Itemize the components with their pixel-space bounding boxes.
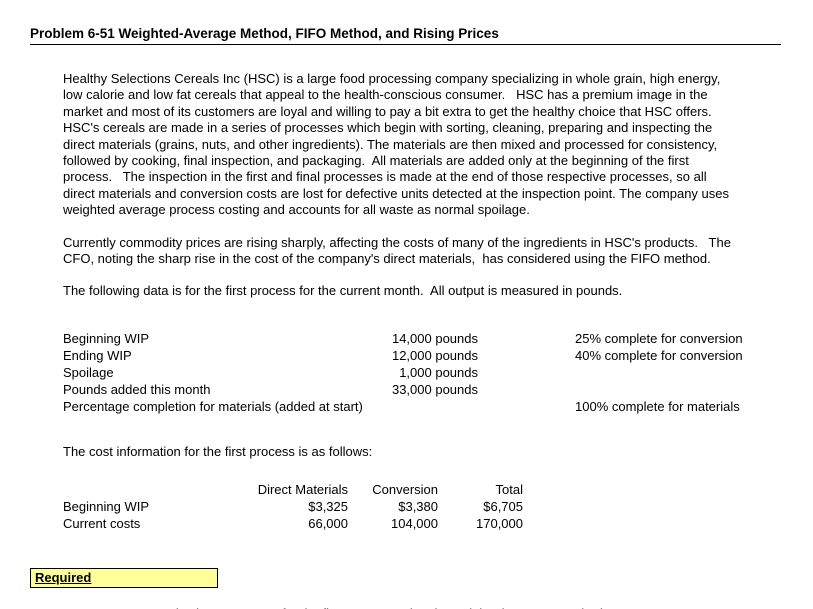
- header-spacer: [63, 481, 253, 498]
- cell-conversion: $3,380: [398, 499, 438, 515]
- commodity-paragraph: Currently commodity prices are rising sh…: [63, 234, 735, 267]
- required-box: Required: [30, 568, 218, 589]
- row-pounds: [358, 398, 478, 415]
- column-header-direct-materials: Direct Materials: [257, 482, 348, 498]
- table-row: Beginning WIP 14,000 pounds 25% complete…: [63, 330, 743, 347]
- production-data-table: Beginning WIP 14,000 pounds 25% complete…: [63, 330, 743, 415]
- row-pounds: 12,000 pounds: [391, 347, 478, 363]
- row-label: Spoilage: [63, 364, 114, 380]
- table-row: Current costs 66,000 104,000 170,000: [63, 515, 741, 532]
- row-label: Beginning WIP: [63, 499, 149, 515]
- column-header-total: Total: [495, 482, 523, 498]
- list-item: 1. Prepare a production cost report for …: [63, 605, 781, 609]
- row-pounds: 33,000 pounds: [391, 381, 478, 397]
- table-row: Ending WIP 12,000 pounds 40% complete fo…: [63, 347, 743, 364]
- row-pounds: 1,000 pounds: [399, 364, 478, 380]
- table-row: Beginning WIP $3,325 $3,380 $6,705: [63, 498, 741, 515]
- cell-conversion: 104,000: [391, 516, 438, 532]
- cost-intro: The cost information for the first proce…: [63, 443, 373, 459]
- row-pounds: 14,000 pounds: [391, 330, 478, 346]
- table-row: Percentage completion for materials (add…: [63, 398, 741, 415]
- row-note: [478, 364, 741, 381]
- row-label: Percentage completion for materials (add…: [63, 398, 363, 414]
- required-list: 1. Prepare a production cost report for …: [63, 605, 781, 609]
- cell-total: 170,000: [476, 516, 523, 532]
- item-text: Prepare a production cost report for the…: [92, 605, 781, 609]
- row-label: Current costs: [63, 516, 141, 532]
- row-label: Ending WIP: [63, 347, 132, 363]
- cost-table-header-row: Direct Materials Conversion Total: [63, 481, 741, 498]
- cell-direct-materials: $3,325: [308, 499, 348, 515]
- table-row: Pounds added this month 33,000 pounds: [63, 381, 741, 398]
- row-note: [478, 381, 741, 398]
- cost-table: Direct Materials Conversion Total Beginn…: [63, 481, 741, 532]
- row-note: 40% complete for conversion: [575, 347, 743, 363]
- row-note: 100% complete for materials: [575, 398, 740, 414]
- problem-body: Healthy Selections Cereals Inc (HSC) is …: [63, 71, 743, 532]
- required-label: Required: [35, 570, 92, 586]
- row-label: Beginning WIP: [63, 330, 149, 346]
- table-row: Spoilage 1,000 pounds: [63, 364, 741, 381]
- column-header-conversion: Conversion: [372, 482, 438, 498]
- data-intro-paragraph: The following data is for the first proc…: [63, 283, 623, 299]
- problem-title: Problem 6-51 Weighted-Average Method, FI…: [30, 26, 781, 45]
- intro-paragraph: Healthy Selections Cereals Inc (HSC) is …: [63, 71, 733, 218]
- cell-direct-materials: 66,000: [308, 516, 348, 532]
- item-number: 1.: [63, 605, 92, 609]
- cell-total: $6,705: [483, 499, 523, 515]
- row-note: 25% complete for conversion: [575, 330, 743, 346]
- problem-title-text: Problem 6-51 Weighted-Average Method, FI…: [30, 26, 499, 41]
- row-label: Pounds added this month: [63, 381, 211, 397]
